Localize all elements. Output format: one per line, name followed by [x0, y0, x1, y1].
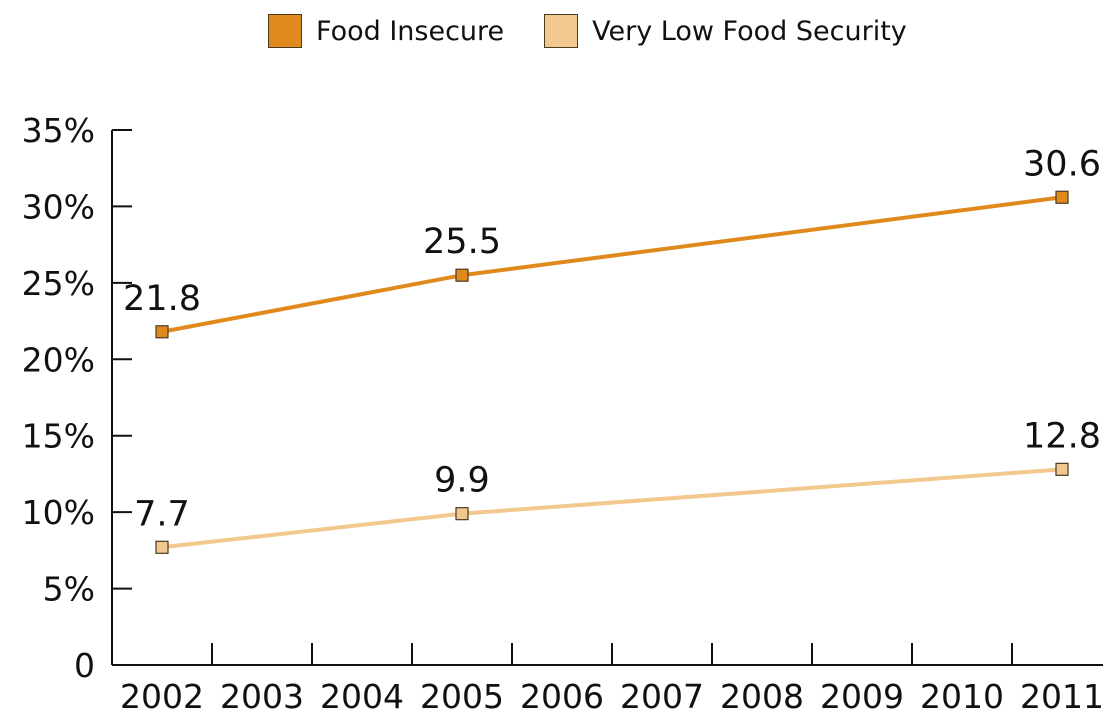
y-tick-label: 35% [22, 111, 95, 150]
data-label: 7.7 [134, 494, 190, 534]
y-tick-label: 10% [22, 493, 95, 532]
data-point-marker [1055, 190, 1069, 204]
data-point-marker [1055, 462, 1069, 476]
data-label: 12.8 [1023, 416, 1101, 456]
x-tick-label: 2002 [120, 677, 204, 716]
y-tick-label: 5% [43, 570, 95, 609]
x-tick-label: 2006 [520, 677, 604, 716]
data-label: 9.9 [434, 461, 490, 501]
legend-item-very-low-food-security: Very Low Food Security [544, 14, 907, 48]
legend-swatch-very-low-food-security [544, 14, 579, 48]
series-line [161, 195, 1063, 334]
x-tick-label: 2011 [1020, 677, 1103, 716]
y-tick-label: 15% [22, 417, 95, 456]
x-tick-label: 2005 [420, 677, 504, 716]
x-tick-label: 2009 [820, 677, 904, 716]
x-tick-label: 2004 [320, 677, 404, 716]
series-line [161, 467, 1063, 550]
y-tick-label: 30% [22, 187, 95, 226]
legend: Food Insecure Very Low Food Security [268, 14, 947, 48]
legend-label-food-insecure: Food Insecure [316, 15, 505, 47]
y-tick-label: 25% [22, 264, 95, 303]
data-label: 30.6 [1023, 144, 1101, 184]
data-point-marker [455, 507, 469, 521]
legend-item-food-insecure: Food Insecure [268, 14, 504, 48]
legend-swatch-food-insecure [268, 14, 302, 48]
x-tick-label: 2008 [720, 677, 804, 716]
y-tick-label: 20% [22, 340, 95, 379]
x-tick-label: 2010 [920, 677, 1004, 716]
legend-label-very-low-food-security: Very Low Food Security [592, 15, 907, 47]
y-tick-label: 0 [74, 646, 95, 685]
data-point-marker [155, 325, 169, 339]
data-point-marker [455, 268, 469, 282]
x-tick-label: 2003 [220, 677, 304, 716]
data-label: 25.5 [423, 222, 501, 262]
data-point-marker [155, 540, 169, 554]
x-tick-label: 2007 [620, 677, 704, 716]
data-label: 21.8 [123, 279, 201, 319]
